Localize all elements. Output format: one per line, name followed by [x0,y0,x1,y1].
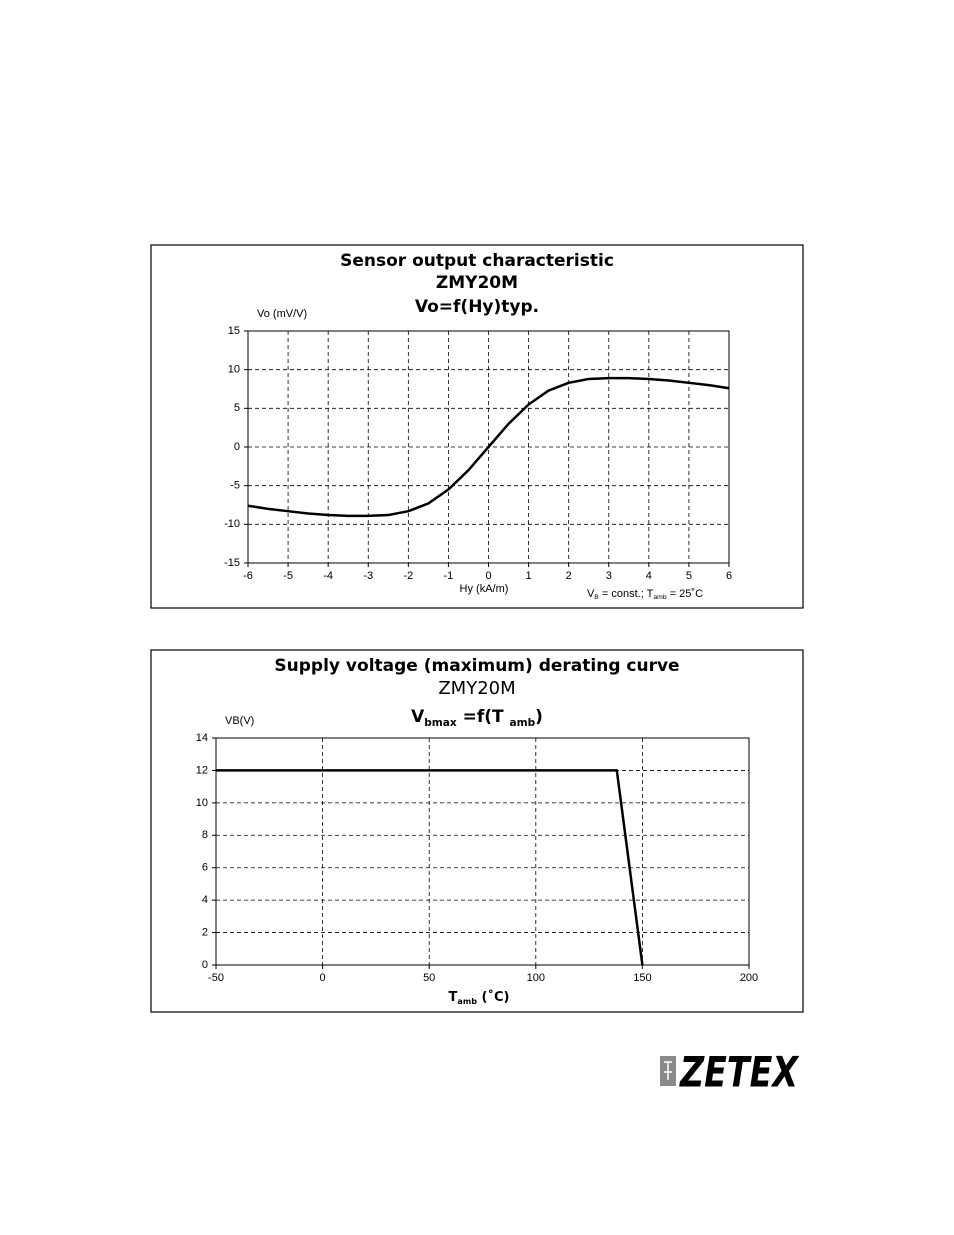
logo: ZETEX [678,1048,800,1097]
x-axis-label-part: T [449,990,458,1005]
x-tick-label: -6 [243,570,253,582]
y-tick-label: 5 [234,402,240,414]
annotation-part: = 25˚C [667,588,703,600]
chart-subtitle: ZMY20M [438,678,515,699]
x-tick-label: 5 [686,570,692,582]
y-tick-label: 14 [196,732,208,744]
chart-frame [150,649,804,1013]
x-tick-label: -4 [323,570,333,582]
x-tick-label: -2 [403,570,413,582]
chart-formula: Vbmax =f(T amb) [411,707,543,729]
x-tick-label: 6 [726,570,732,582]
x-axis-label-part: amb [457,997,477,1006]
y-tick-label: 2 [202,926,208,938]
x-tick-label: 50 [423,972,435,984]
data-line [247,376,730,518]
x-tick-label: 0 [485,570,491,582]
x-tick-label: -3 [363,570,373,582]
y-axis-label: VB(V) [225,715,254,727]
annotation-part: = const.; T [599,588,654,600]
chart-formula-part: amb [510,717,536,729]
chart-frame [150,244,804,609]
x-tick-label: 0 [320,972,326,984]
annotation-part: V [587,588,595,600]
plot-area [215,737,750,966]
y-tick-label: -10 [224,518,240,530]
chart-formula-part: =f(T [457,707,510,727]
chart-formula-part: V [411,707,425,727]
y-tick-label: -5 [230,480,240,492]
x-tick-label: -5 [283,570,293,582]
y-tick-label: -15 [224,557,240,569]
y-tick-label: 0 [234,441,240,453]
y-axis-label: Vo (mV/V) [257,308,307,320]
y-tick-label: 10 [228,364,240,376]
chart-title: Sensor output characteristic [340,251,614,271]
y-tick-label: 0 [202,959,208,971]
logo-icon-mark [664,1061,672,1080]
x-axis-label: Hy (kA/m) [460,583,509,595]
x-tick-label: 4 [646,570,652,582]
y-tick-label: 10 [196,797,208,809]
y-tick-label: 6 [202,862,208,874]
chart-title: Supply voltage (maximum) derating curve [274,656,679,676]
annotation-part: B [594,594,599,601]
x-tick-label: -50 [208,972,224,984]
data-line [216,769,644,966]
x-tick-label: -1 [444,570,454,582]
chart-formula: Vo=f(Hy)typ. [415,297,539,317]
x-tick-label: 1 [526,570,532,582]
y-tick-label: 8 [202,829,208,841]
x-tick-label: 200 [740,972,758,984]
annotation: VB = const.; Tamb = 25˚C [587,588,703,601]
plot-area [247,330,730,564]
x-tick-label: 150 [633,972,651,984]
y-tick-label: 12 [196,764,208,776]
y-tick-label: 15 [228,325,240,337]
x-axis-label: Tamb (˚C) [449,989,510,1007]
chart-subtitle: ZMY20M [436,273,518,293]
chart-formula-part: ) [535,707,543,727]
annotation-part: amb [653,594,666,601]
x-tick-label: 3 [606,570,612,582]
x-axis-label-part: (˚C) [477,989,509,1005]
x-tick-label: 2 [566,570,572,582]
y-tick-label: 4 [202,894,208,906]
chart-formula-part: bmax [424,717,457,729]
x-tick-label: 100 [527,972,545,984]
